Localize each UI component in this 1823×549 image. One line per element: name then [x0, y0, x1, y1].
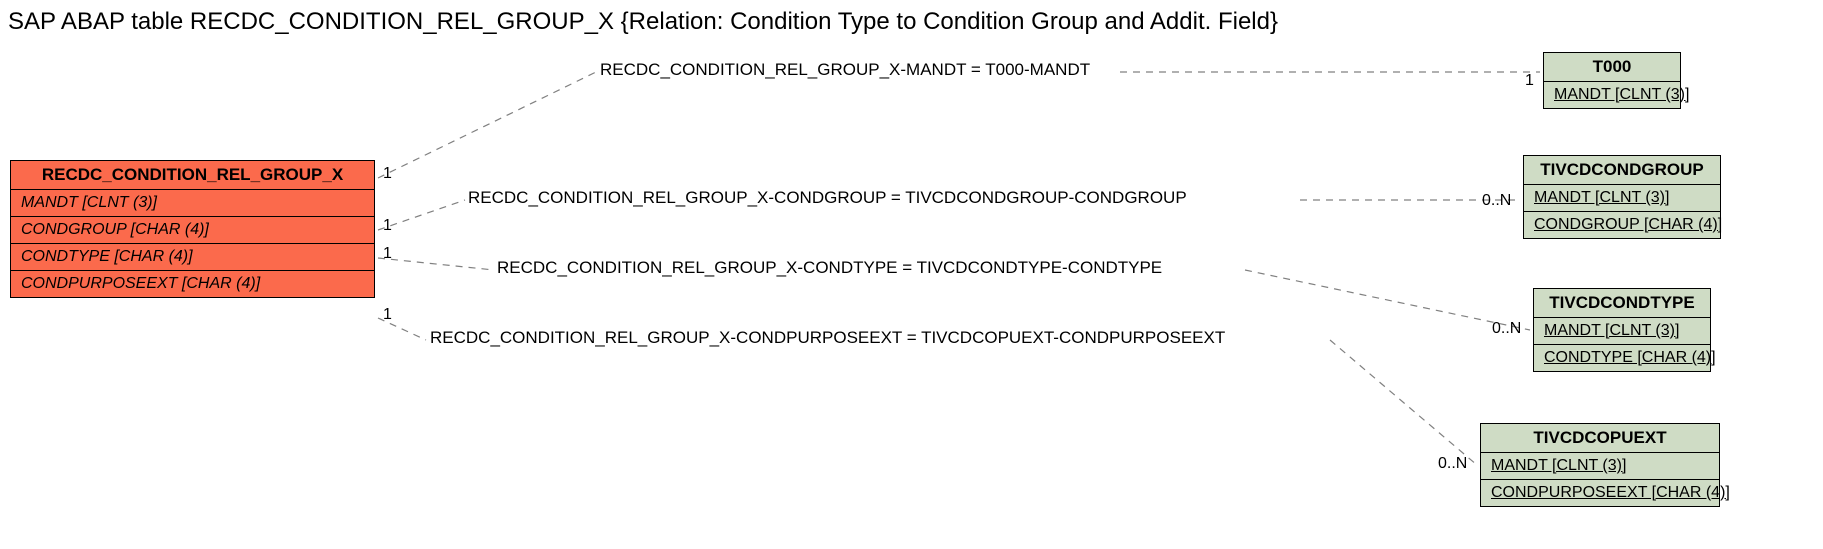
related-entity-field: CONDGROUP [CHAR (4)] — [1524, 212, 1720, 238]
cardinality-right: 0..N — [1438, 455, 1467, 473]
related-entity-field: MANDT [CLNT (3)] — [1481, 453, 1719, 480]
related-entity: TIVCDCOPUEXTMANDT [CLNT (3)]CONDPURPOSEE… — [1480, 423, 1720, 507]
main-entity-field: CONDTYPE [CHAR (4)] — [11, 244, 374, 271]
cardinality-right: 0..N — [1482, 192, 1511, 210]
cardinality-right: 0..N — [1492, 320, 1521, 338]
cardinality-left: 1 — [383, 165, 392, 183]
cardinality-left: 1 — [383, 306, 392, 324]
cardinality-right: 1 — [1525, 72, 1534, 90]
related-entity-field: MANDT [CLNT (3)] — [1544, 82, 1680, 108]
cardinality-left: 1 — [383, 217, 392, 235]
main-entity-name: RECDC_CONDITION_REL_GROUP_X — [11, 161, 374, 190]
relation-label: RECDC_CONDITION_REL_GROUP_X-CONDGROUP = … — [468, 188, 1187, 208]
related-entity-field: CONDTYPE [CHAR (4)] — [1534, 345, 1710, 371]
related-entity: T000MANDT [CLNT (3)] — [1543, 52, 1681, 109]
related-entity: TIVCDCONDGROUPMANDT [CLNT (3)]CONDGROUP … — [1523, 155, 1721, 239]
main-entity-field: MANDT [CLNT (3)] — [11, 190, 374, 217]
main-entity-field: CONDPURPOSEEXT [CHAR (4)] — [11, 271, 374, 297]
page-title: SAP ABAP table RECDC_CONDITION_REL_GROUP… — [8, 8, 1278, 36]
related-entity: TIVCDCONDTYPEMANDT [CLNT (3)]CONDTYPE [C… — [1533, 288, 1711, 372]
main-entity: RECDC_CONDITION_REL_GROUP_X MANDT [CLNT … — [10, 160, 375, 298]
related-entity-name: TIVCDCONDGROUP — [1524, 156, 1720, 185]
related-entity-name: TIVCDCOPUEXT — [1481, 424, 1719, 453]
relation-label: RECDC_CONDITION_REL_GROUP_X-CONDPURPOSEE… — [430, 328, 1225, 348]
related-entity-field: MANDT [CLNT (3)] — [1534, 318, 1710, 345]
related-entity-field: MANDT [CLNT (3)] — [1524, 185, 1720, 212]
main-entity-field: CONDGROUP [CHAR (4)] — [11, 217, 374, 244]
related-entity-field: CONDPURPOSEEXT [CHAR (4)] — [1481, 480, 1719, 506]
related-entity-name: T000 — [1544, 53, 1680, 82]
relation-label: RECDC_CONDITION_REL_GROUP_X-CONDTYPE = T… — [497, 258, 1162, 278]
relation-label: RECDC_CONDITION_REL_GROUP_X-MANDT = T000… — [600, 60, 1090, 80]
related-entity-name: TIVCDCONDTYPE — [1534, 289, 1710, 318]
cardinality-left: 1 — [383, 245, 392, 263]
